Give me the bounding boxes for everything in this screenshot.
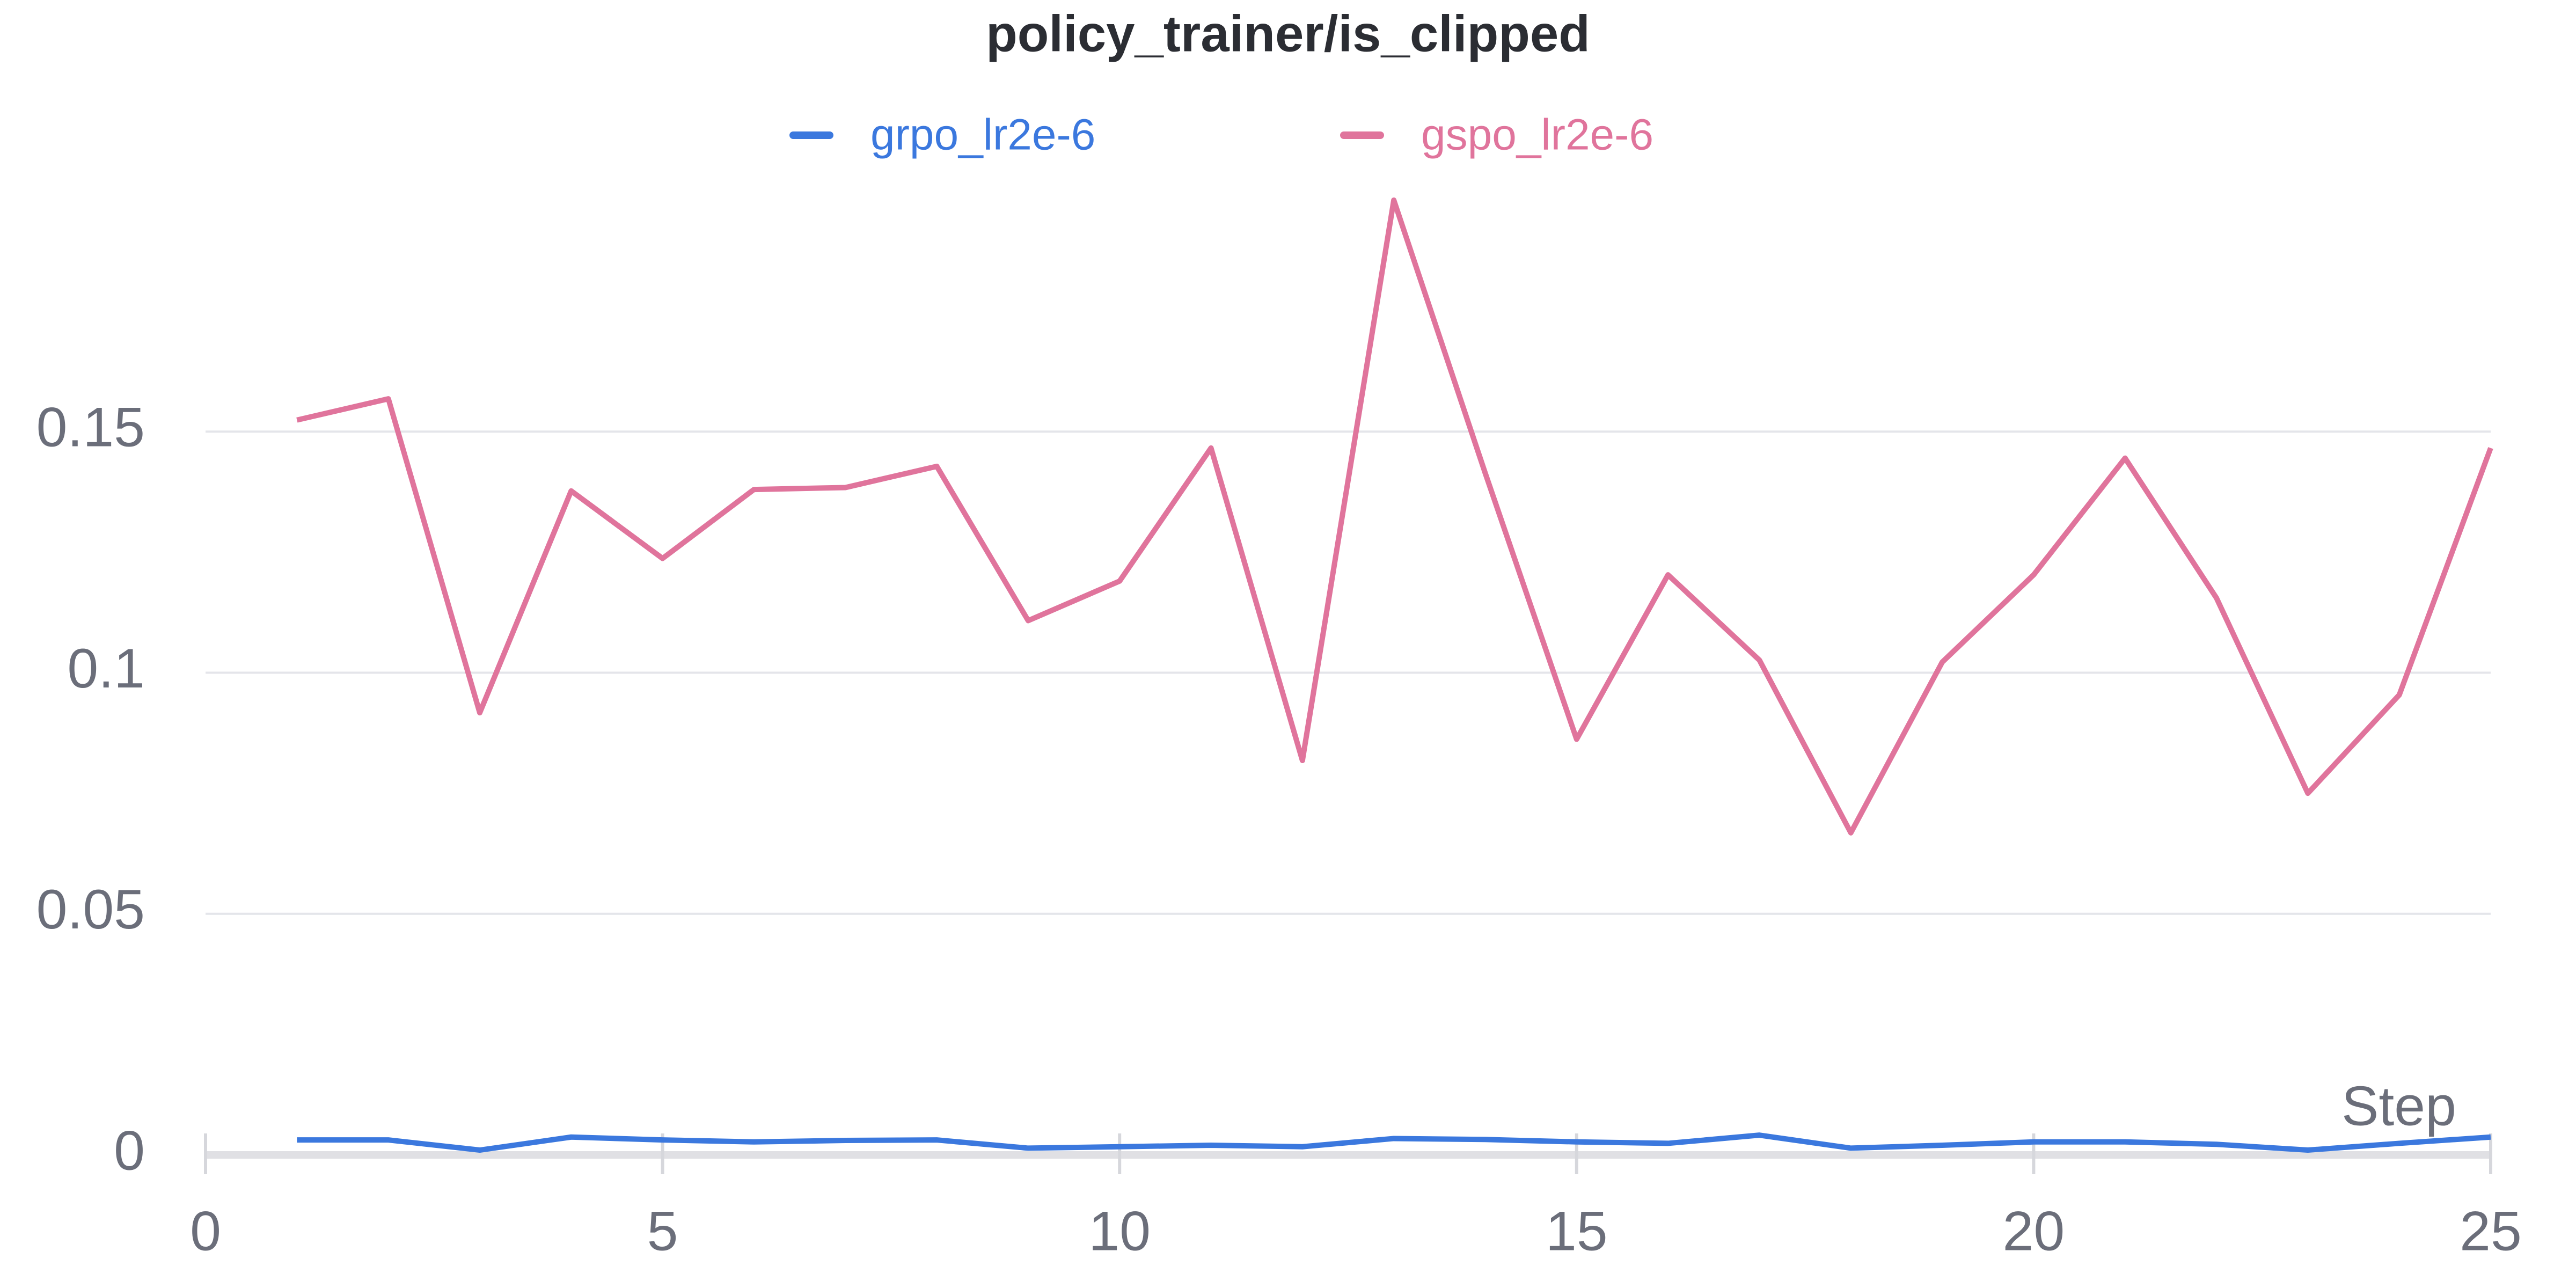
x-tick-label: 0 (190, 1200, 221, 1262)
series-line (297, 1132, 2491, 1153)
x-axis-label: Step (2341, 1075, 2456, 1137)
x-tick-label: 25 (2460, 1200, 2522, 1262)
x-tick-label: 20 (2003, 1200, 2065, 1262)
x-tick-label: 10 (1088, 1200, 1151, 1262)
series-line (296, 197, 2493, 836)
chart-title: policy_trainer/is_clipped (986, 5, 1590, 62)
legend-label: gspo_lr2e-6 (1421, 111, 1653, 159)
y-tick-label: 0.1 (67, 638, 145, 700)
x-tick-label: 15 (1546, 1200, 1608, 1262)
y-tick-label: 0.15 (36, 397, 145, 459)
x-tick-label: 5 (647, 1200, 678, 1262)
y-tick-label: 0.05 (36, 879, 145, 941)
y-tick-label: 0 (114, 1119, 145, 1182)
legend-label: grpo_lr2e-6 (870, 111, 1095, 159)
